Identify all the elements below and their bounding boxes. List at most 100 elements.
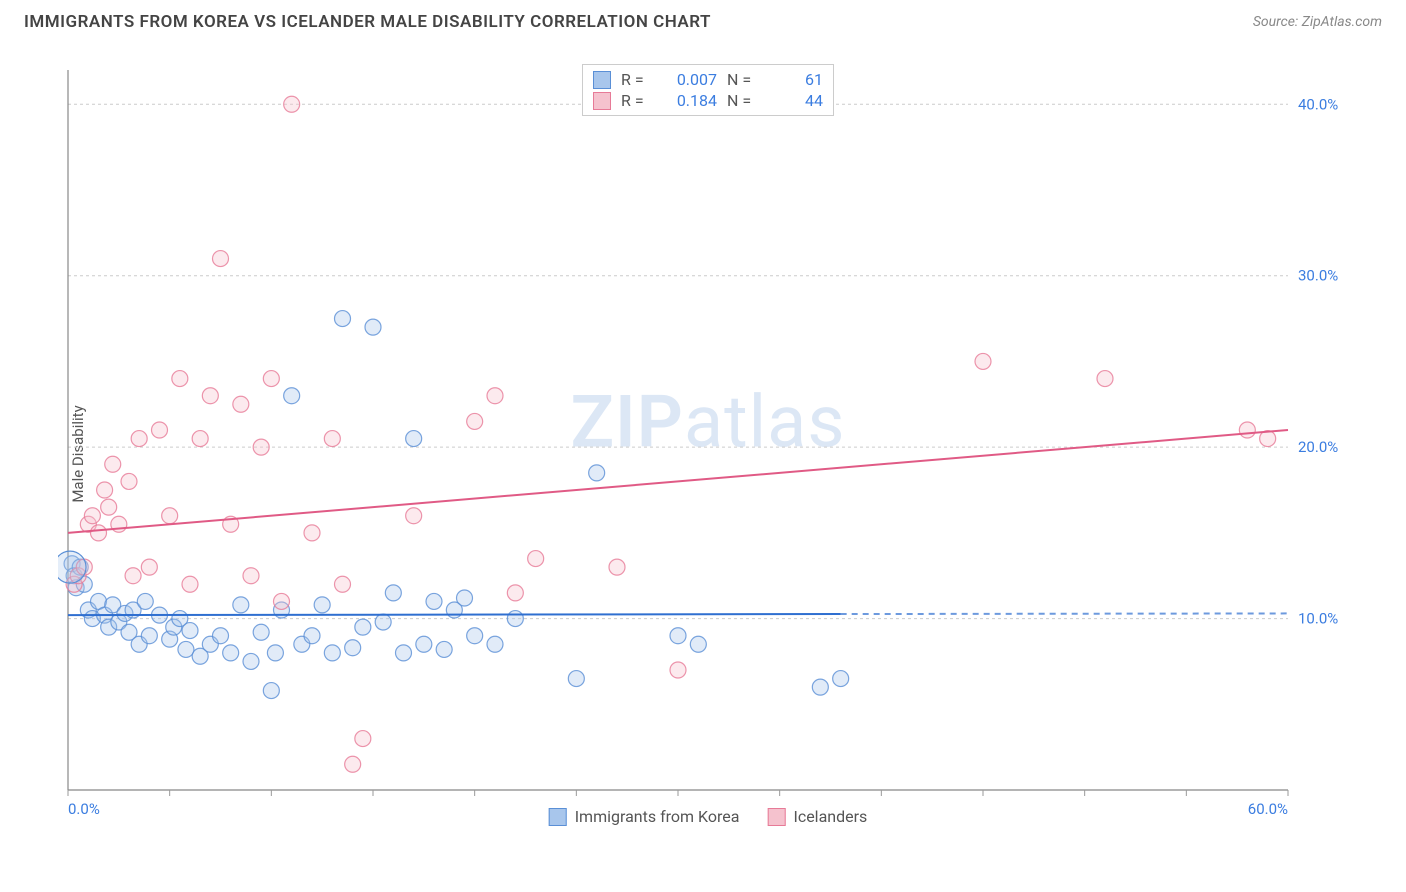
legend-swatch (767, 808, 785, 826)
data-point (182, 576, 198, 592)
legend-row: R = 0.184 N = 44 (593, 90, 823, 111)
data-point (528, 551, 544, 567)
r-value: 0.184 (659, 91, 717, 110)
data-point (324, 431, 340, 447)
data-point (609, 559, 625, 575)
data-point (263, 371, 279, 387)
data-point (141, 559, 157, 575)
trend-line (68, 614, 841, 615)
scatter-plot: 10.0% 20.0% 30.0% 40.0% 0.0% 60.0% (58, 60, 1358, 830)
data-point (314, 597, 330, 613)
data-point (223, 645, 239, 661)
data-point (467, 413, 483, 429)
data-point (284, 388, 300, 404)
data-point (105, 456, 121, 472)
data-point (406, 508, 422, 524)
data-point (436, 641, 452, 657)
data-point (335, 576, 351, 592)
data-point (172, 371, 188, 387)
data-point (1239, 422, 1255, 438)
data-point (1097, 371, 1113, 387)
r-label: R = (621, 91, 649, 110)
legend-swatch (593, 92, 611, 110)
data-point (568, 671, 584, 687)
data-point (213, 251, 229, 267)
correlation-legend: R =0.007N =61R =0.184N =44 (582, 64, 834, 116)
chart-area: Male Disability ZIPatlas R =0.007N =61R … (58, 60, 1358, 830)
legend-swatch (549, 808, 567, 826)
data-point (833, 671, 849, 687)
data-point (396, 645, 412, 661)
x-tick-label: 0.0% (68, 800, 100, 818)
y-tick-label: 30.0% (1298, 267, 1338, 285)
legend-label: Immigrants from Korea (575, 807, 740, 826)
data-point (137, 593, 153, 609)
data-point (975, 353, 991, 369)
data-point (670, 628, 686, 644)
data-point (345, 640, 361, 656)
data-point (192, 431, 208, 447)
data-point (812, 679, 828, 695)
data-point (202, 388, 218, 404)
data-point (253, 624, 269, 640)
data-point (507, 585, 523, 601)
legend-item: Immigrants from Korea (549, 807, 740, 826)
data-point (274, 593, 290, 609)
data-point (243, 653, 259, 669)
data-point (152, 422, 168, 438)
data-point (263, 683, 279, 699)
data-point (162, 508, 178, 524)
data-point (58, 551, 86, 583)
data-point (84, 508, 100, 524)
data-point (375, 614, 391, 630)
data-point (213, 628, 229, 644)
data-point (284, 96, 300, 112)
data-point (365, 319, 381, 335)
header: IMMIGRANTS FROM KOREA VS ICELANDER MALE … (0, 0, 1406, 38)
y-tick-label: 40.0% (1298, 95, 1338, 113)
data-point (457, 590, 473, 606)
data-point (355, 619, 371, 635)
data-point (670, 662, 686, 678)
x-tick-label: 60.0% (1248, 800, 1288, 818)
n-label: N = (727, 70, 755, 89)
y-tick-label: 10.0% (1298, 610, 1338, 628)
source-label: Source: ZipAtlas.com (1253, 14, 1382, 30)
data-point (91, 525, 107, 541)
n-value: 61 (765, 70, 823, 89)
data-point (487, 636, 503, 652)
legend-row: R =0.007N =61 (593, 69, 823, 90)
series-legend: Immigrants from Korea Icelanders (549, 807, 868, 826)
data-point (101, 499, 117, 515)
data-point (253, 439, 269, 455)
chart-title: IMMIGRANTS FROM KOREA VS ICELANDER MALE … (24, 12, 711, 32)
legend-swatch (593, 71, 611, 89)
data-point (125, 568, 141, 584)
data-point (141, 628, 157, 644)
legend-label: Icelanders (793, 807, 867, 826)
data-point (345, 756, 361, 772)
data-point (178, 641, 194, 657)
data-point (121, 473, 137, 489)
data-point (304, 628, 320, 644)
data-point (182, 623, 198, 639)
data-point (233, 597, 249, 613)
data-point (690, 636, 706, 652)
data-point (243, 568, 259, 584)
data-point (507, 611, 523, 627)
data-point (406, 431, 422, 447)
data-point (324, 645, 340, 661)
data-point (267, 645, 283, 661)
data-point (467, 628, 483, 644)
data-point (233, 396, 249, 412)
y-tick-label: 20.0% (1298, 438, 1338, 456)
n-label: N = (727, 91, 755, 110)
data-point (385, 585, 401, 601)
r-label: R = (621, 70, 649, 89)
data-point (589, 465, 605, 481)
data-point (131, 431, 147, 447)
legend-item: Icelanders (767, 807, 867, 826)
data-point (97, 482, 113, 498)
n-value: 44 (765, 91, 823, 110)
data-point (426, 593, 442, 609)
